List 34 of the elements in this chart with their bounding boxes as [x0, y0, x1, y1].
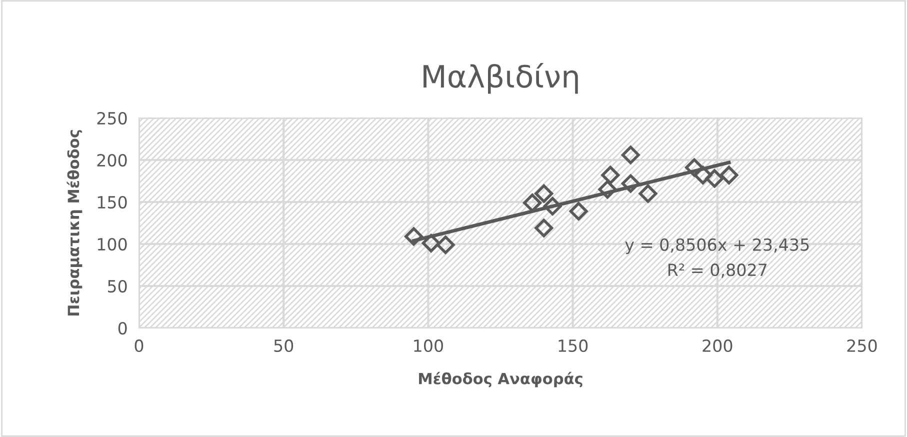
point: [705, 169, 724, 188]
y-tick-label: 100: [98, 238, 127, 251]
chart-title: Μαλβιδίνη: [424, 63, 578, 94]
y-tick-label: 150: [98, 196, 127, 209]
x-tick-label: 200: [702, 339, 732, 352]
point: [422, 234, 440, 252]
x-tick-label: 0: [134, 339, 144, 352]
y-tick-label: 0: [118, 322, 127, 335]
point: [720, 166, 738, 184]
y-tick-label: 200: [97, 154, 127, 167]
point: [694, 166, 712, 184]
x-tick-label: 50: [274, 339, 294, 352]
point: [534, 218, 554, 238]
point: [598, 180, 617, 199]
point: [638, 184, 658, 203]
point: [436, 236, 455, 254]
point: [621, 174, 640, 193]
annotation: R² = 0,8027: [668, 264, 767, 278]
y-tick-label: 250: [97, 112, 127, 125]
point: [569, 202, 588, 220]
point: [404, 227, 423, 246]
point: [621, 146, 640, 164]
x-axis-title: Μέθοδος Αναφοράς: [419, 372, 582, 388]
point: [523, 194, 542, 212]
point: [534, 184, 554, 203]
x-tick-label: 250: [847, 339, 877, 352]
annotation: y = 0,8506x + 23,435: [625, 238, 809, 254]
x-tick-label: 150: [558, 339, 588, 352]
x-tick-label: 100: [414, 339, 443, 352]
point: [685, 158, 704, 177]
point: [601, 166, 620, 184]
point: [543, 196, 562, 216]
y-tick-label: 50: [108, 280, 127, 293]
y-axis-title: Πειραματικη Μέθοδος: [66, 130, 82, 316]
